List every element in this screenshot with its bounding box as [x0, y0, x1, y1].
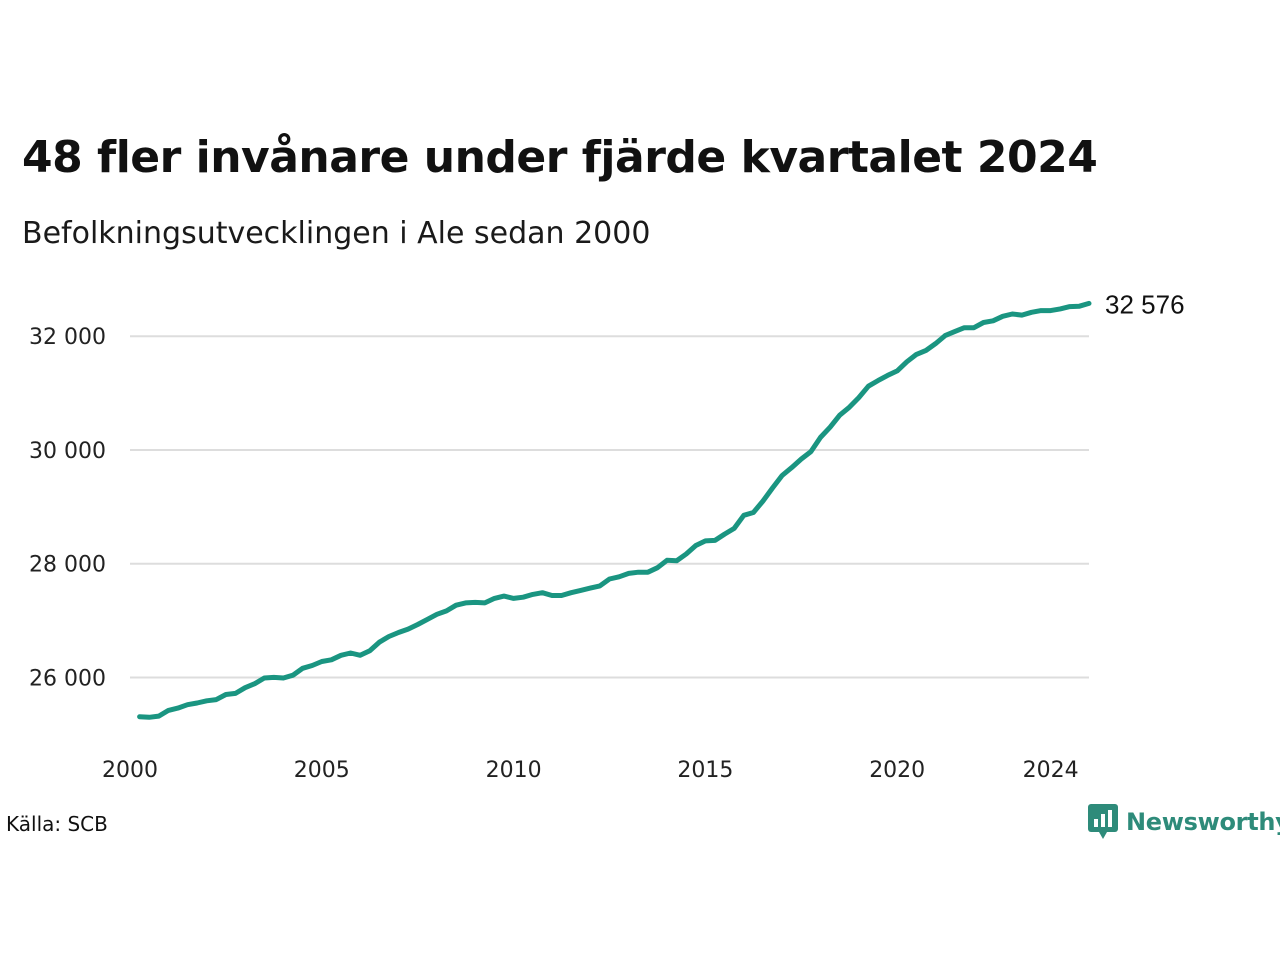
x-axis-ticks: 2000 2005 2010 2015 2020 2024 [102, 758, 1079, 783]
gridlines [130, 335, 1089, 679]
series-line-population [137, 300, 1092, 720]
bar-chart-badge-icon [1088, 804, 1118, 839]
chart-subtitle: Befolkningsutvecklingen i Ale sedan 2000 [22, 216, 651, 251]
y-tick-label: 28 000 [29, 553, 106, 578]
brand-name: Newsworthy [1126, 808, 1280, 836]
x-tick-label: 2005 [294, 758, 350, 783]
x-tick-label: 2000 [102, 758, 158, 783]
brand-logo: Newsworthy [1088, 804, 1280, 840]
y-tick-label: 26 000 [29, 666, 106, 691]
chart-title: 48 fler invånare under fjärde kvartalet … [22, 132, 1098, 183]
x-tick-label: 2024 [1023, 758, 1079, 783]
y-tick-label: 30 000 [29, 439, 106, 464]
x-tick-label: 2015 [677, 758, 733, 783]
source-note: Källa: SCB [6, 812, 108, 836]
end-value-label: 32 576 [1105, 289, 1185, 319]
y-axis-ticks: 26 000 28 000 30 000 32 000 [29, 325, 106, 691]
x-tick-label: 2020 [869, 758, 925, 783]
x-tick-label: 2010 [486, 758, 542, 783]
y-tick-label: 32 000 [29, 325, 106, 350]
